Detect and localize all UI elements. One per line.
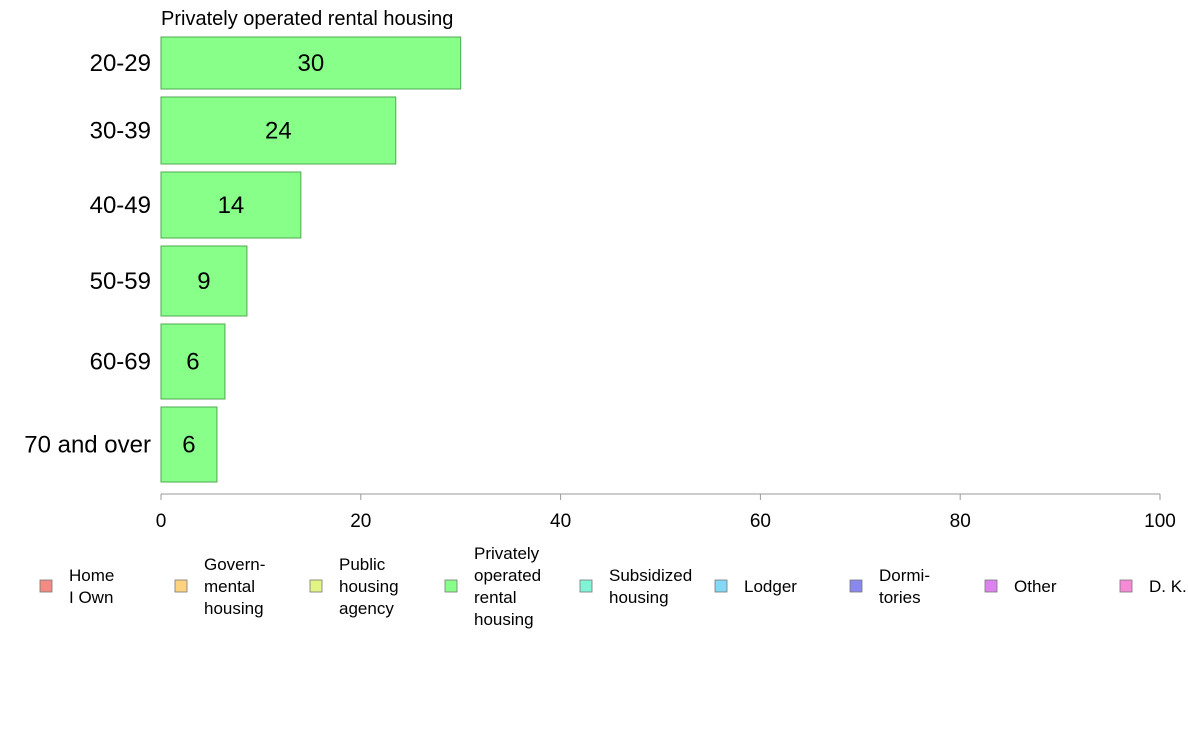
panel-title: Privately operated rental housing: [161, 8, 453, 30]
bar: [160, 406, 218, 483]
legend-label: D. K.: [1149, 577, 1187, 596]
category-label: 60-69: [90, 349, 151, 376]
category-label: 20-29: [90, 50, 151, 77]
legend-swatch: [984, 579, 998, 593]
legend-label: Dormi-: [879, 566, 930, 585]
legend-swatch: [1119, 579, 1133, 593]
legend-swatch: [849, 579, 863, 593]
legend-label: Privately: [474, 544, 540, 563]
bar-group: 30 20-29 24 30-39 14 40-49 9 50-59 6 60-69 6 70 and…: [24, 36, 462, 483]
legend-label: housing: [339, 577, 399, 596]
legend-swatch: [714, 579, 728, 593]
x-tick-label: 60: [750, 511, 771, 532]
legend-swatch: [39, 579, 53, 593]
legend-swatch: [579, 579, 593, 593]
bar: [160, 36, 462, 90]
legend-label: Lodger: [744, 577, 797, 596]
bar-value-label: 24: [265, 118, 292, 145]
legend-label: Govern-: [204, 555, 265, 574]
x-tick-label: 100: [1144, 511, 1176, 532]
bar-value-label: 6: [186, 349, 199, 376]
x-axis: 0 20 40 60 80 100: [156, 493, 1176, 532]
bar-value-label: 14: [218, 192, 245, 219]
bar: [160, 171, 302, 239]
x-tick-label: 0: [156, 511, 167, 532]
x-tick-label: 40: [550, 511, 571, 532]
legend-label: operated: [474, 566, 541, 585]
legend-label: housing: [474, 610, 534, 629]
legend-label: Public: [339, 555, 386, 574]
legend: Home I Own Govern-mental housing Public hous…: [39, 544, 1187, 629]
category-label: 50-59: [90, 268, 151, 295]
legend-swatch: [309, 579, 323, 593]
legend-label: tories: [879, 588, 921, 607]
legend-label: housing: [204, 599, 264, 618]
legend-label: agency: [339, 599, 394, 618]
legend-swatch: [174, 579, 188, 593]
legend-label: rental: [474, 588, 517, 607]
x-tick-label: 20: [350, 511, 371, 532]
legend-label: Subsidized: [609, 566, 692, 585]
legend-label: I Own: [69, 588, 113, 607]
x-tick-label: 80: [950, 511, 971, 532]
bar: [160, 323, 226, 400]
category-label: 40-49: [90, 192, 151, 219]
bar-value-label: 30: [297, 50, 324, 77]
legend-label: mental: [204, 577, 255, 596]
bar-value-label: 9: [197, 268, 210, 295]
bar: [160, 245, 248, 317]
legend-label: housing: [609, 588, 669, 607]
category-label: 30-39: [90, 118, 151, 145]
bar: [160, 96, 397, 165]
category-label: 70 and over: [24, 432, 151, 459]
legend-swatch: [444, 579, 458, 593]
legend-label: Home: [69, 566, 114, 585]
legend-label: Other: [1014, 577, 1057, 596]
bar-value-label: 6: [182, 432, 195, 459]
